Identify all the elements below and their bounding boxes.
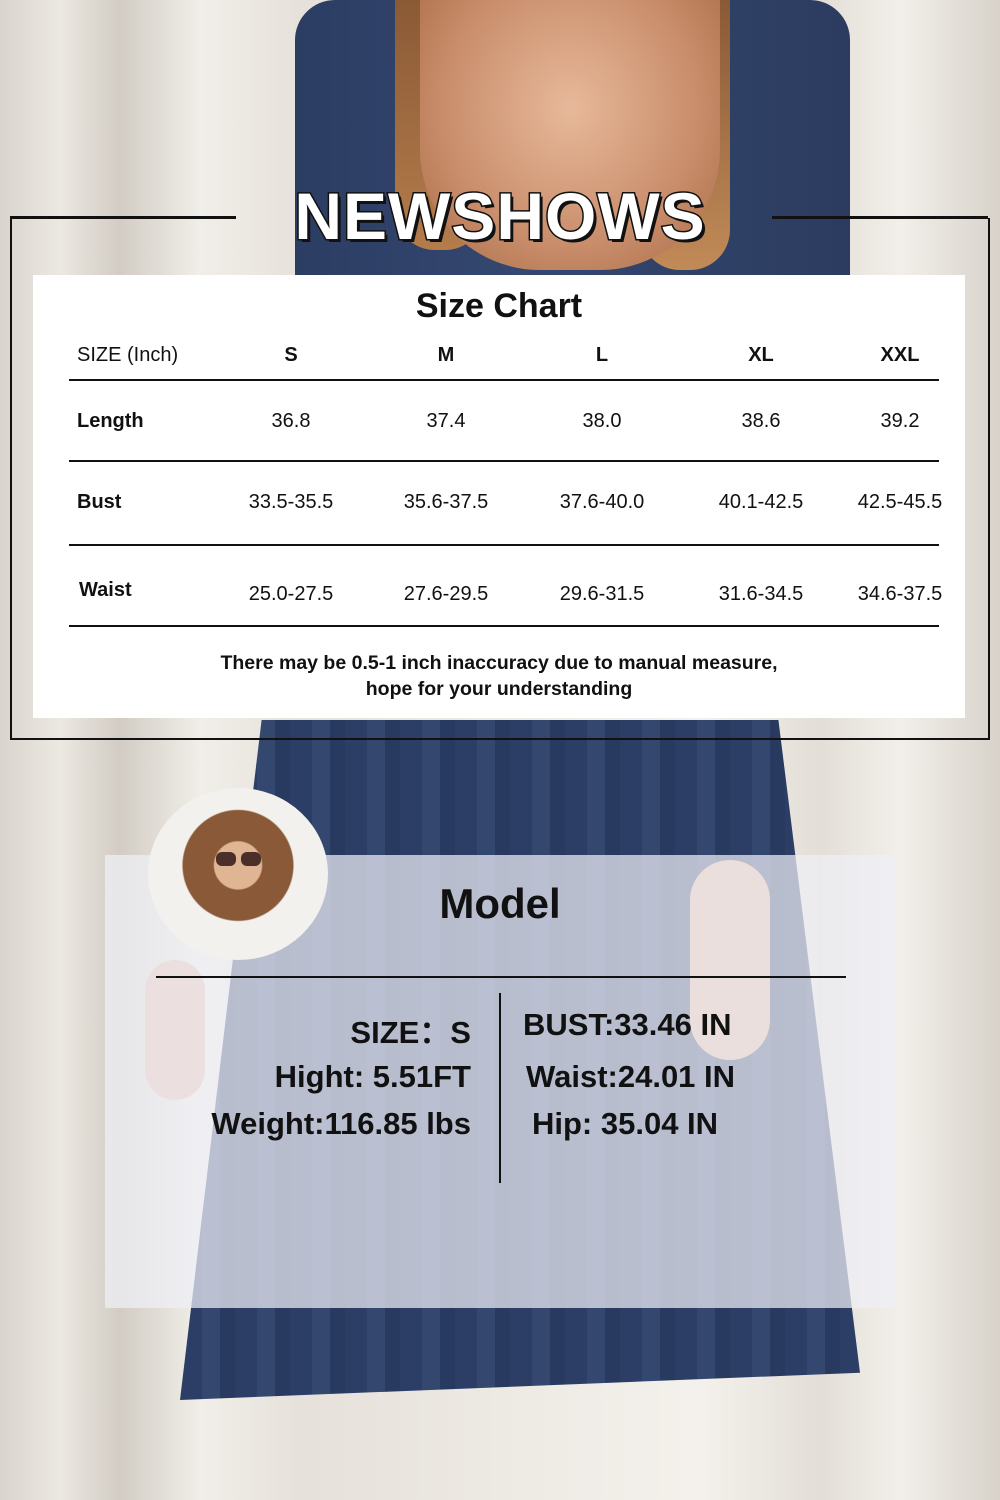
note-line: hope for your understanding — [365, 678, 633, 700]
row-label-length: Length — [77, 410, 144, 432]
size-header: M — [437, 344, 455, 366]
size-header: XL — [748, 344, 774, 366]
sunglasses-icon — [216, 852, 262, 866]
divider — [69, 625, 939, 627]
chart-frame — [10, 218, 990, 740]
table-cell: 34.6-37.5 — [857, 583, 943, 605]
frame-divider — [10, 216, 236, 219]
table-cell: 27.6-29.5 — [403, 583, 489, 605]
frame-divider — [772, 216, 988, 219]
size-header: S — [284, 344, 298, 366]
table-cell: 31.6-34.5 — [718, 583, 804, 605]
size-chart-card: Size Chart SIZE (Inch) S M L XL XXL Leng… — [33, 275, 965, 718]
divider — [69, 544, 939, 546]
divider — [69, 460, 939, 462]
table-cell: 38.0 — [582, 410, 622, 432]
table-cell: 42.5-45.5 — [857, 491, 943, 513]
table-cell: 37.6-40.0 — [559, 491, 645, 513]
size-chart-title: Size Chart — [415, 287, 583, 325]
measurement-note: There may be 0.5-1 inch inaccuracy due t… — [33, 650, 965, 702]
table-cell: 25.0-27.5 — [248, 583, 334, 605]
table-cell: 40.1-42.5 — [718, 491, 804, 513]
model-hip: Hip: 35.04 IN — [532, 1106, 719, 1141]
table-cell: 35.6-37.5 — [403, 491, 489, 513]
brand-logo: NEWSHOWS — [293, 178, 706, 255]
model-title: Model — [439, 880, 561, 927]
table-cell: 39.2 — [880, 410, 920, 432]
model-waist: Waist:24.01 IN — [526, 1059, 736, 1094]
divider — [69, 379, 939, 381]
model-bust: BUST:33.46 IN — [523, 1007, 732, 1042]
table-cell: 29.6-31.5 — [559, 583, 645, 605]
model-neck — [420, 0, 720, 270]
table-cell: 37.4 — [426, 410, 466, 432]
size-header: XXL — [880, 344, 920, 366]
model-size: SIZE：S — [350, 1015, 471, 1050]
row-label-waist: Waist — [79, 579, 132, 601]
model-avatar — [148, 788, 328, 960]
model-height: Hight: 5.51FT — [274, 1059, 471, 1094]
table-cell: 38.6 — [741, 410, 781, 432]
table-cell: 36.8 — [271, 410, 311, 432]
note-line: There may be 0.5-1 inch inaccuracy due t… — [220, 652, 778, 674]
table-cell: 33.5-35.5 — [248, 491, 334, 513]
row-label-bust: Bust — [77, 491, 122, 513]
header-label: SIZE (Inch) — [77, 344, 179, 366]
model-weight: Weight:116.85 lbs — [211, 1106, 471, 1141]
size-header: L — [595, 344, 609, 366]
column-divider — [499, 993, 501, 1183]
divider — [156, 976, 846, 978]
